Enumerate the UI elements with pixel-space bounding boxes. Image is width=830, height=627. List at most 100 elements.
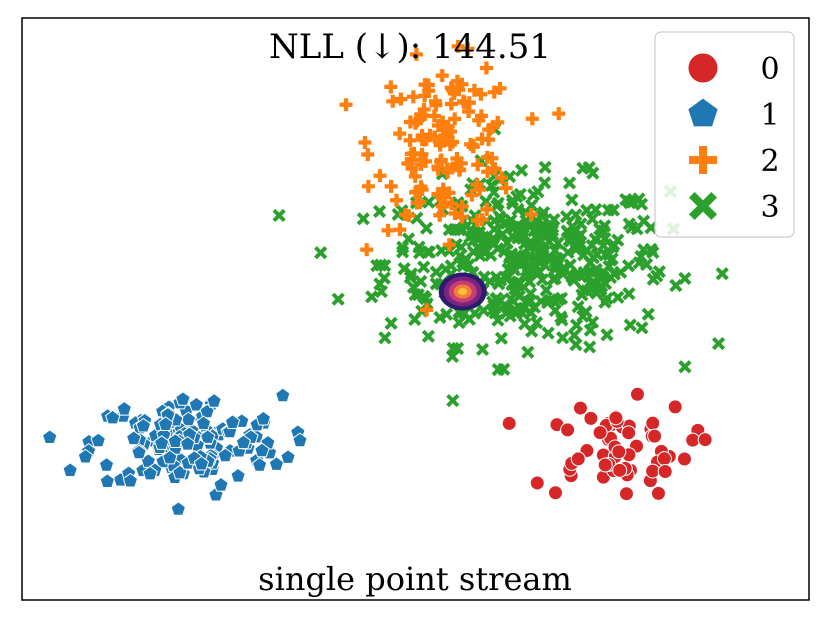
data-point-class-3 xyxy=(512,277,527,291)
data-point-class-2 xyxy=(360,243,374,257)
data-point-class-2 xyxy=(443,138,457,152)
data-point-class-3 xyxy=(475,342,490,356)
data-point-class-3 xyxy=(524,306,538,320)
data-point-class-2 xyxy=(455,77,469,91)
data-point-class-3 xyxy=(641,307,655,321)
data-point-class-2 xyxy=(408,169,422,183)
data-point-class-3 xyxy=(623,318,637,332)
data-point-class-3 xyxy=(542,251,556,265)
data-point-class-1 xyxy=(230,467,246,483)
data-point-class-0 xyxy=(592,425,608,441)
data-point-class-3 xyxy=(524,286,538,301)
data-point-class-3 xyxy=(449,237,463,252)
data-point-class-3 xyxy=(463,230,477,244)
data-point-class-2 xyxy=(421,78,435,92)
data-point-class-0 xyxy=(570,451,586,467)
data-point-class-3 xyxy=(472,225,487,240)
data-point-class-3 xyxy=(571,300,585,314)
data-point-class-1 xyxy=(275,387,291,403)
data-point-class-3 xyxy=(547,212,561,227)
data-point-class-0 xyxy=(656,451,672,467)
data-point-class-3 xyxy=(569,338,583,352)
data-point-class-3 xyxy=(522,249,536,264)
data-point-class-3 xyxy=(272,208,286,223)
data-point-class-3 xyxy=(678,271,692,285)
data-point-class-2 xyxy=(525,112,539,126)
legend-label-2: 2 xyxy=(760,144,779,179)
data-point-class-3 xyxy=(508,250,523,264)
data-point-class-3 xyxy=(569,318,584,332)
data-point-class-3 xyxy=(496,227,510,241)
data-point-class-3 xyxy=(404,267,418,281)
data-point-class-1 xyxy=(90,432,106,448)
data-point-class-3 xyxy=(466,245,480,259)
legend-label-0: 0 xyxy=(760,52,779,87)
data-point-class-3 xyxy=(565,193,579,207)
data-point-class-3 xyxy=(630,222,644,236)
data-point-class-3 xyxy=(570,230,584,244)
data-point-class-1 xyxy=(142,465,158,481)
data-point-class-3 xyxy=(517,237,532,251)
data-point-class-2 xyxy=(471,158,485,172)
data-point-class-2 xyxy=(524,208,538,222)
data-point-class-3 xyxy=(556,331,570,345)
data-point-class-2 xyxy=(361,179,375,193)
data-point-class-2 xyxy=(381,223,395,237)
data-point-class-2 xyxy=(495,171,509,185)
data-point-class-0 xyxy=(697,432,713,448)
data-point-class-3 xyxy=(384,316,398,330)
data-point-class-3 xyxy=(562,176,577,190)
data-point-class-0 xyxy=(583,410,599,426)
data-point-class-0 xyxy=(645,463,661,479)
data-point-class-3 xyxy=(505,197,520,211)
data-point-class-3 xyxy=(500,236,514,250)
data-point-class-3 xyxy=(715,267,729,281)
data-point-class-3 xyxy=(561,245,575,260)
data-point-class-3 xyxy=(600,328,614,342)
data-point-class-0 xyxy=(676,451,692,467)
data-point-class-3 xyxy=(377,271,391,285)
data-point-class-3 xyxy=(419,221,434,235)
data-point-class-3 xyxy=(490,291,504,305)
data-point-class-0 xyxy=(611,444,627,460)
data-point-class-2 xyxy=(473,183,487,197)
data-point-class-3 xyxy=(554,291,569,305)
data-point-class-1 xyxy=(251,456,268,472)
data-point-class-3 xyxy=(372,204,387,219)
data-point-class-1 xyxy=(224,414,241,429)
data-point-class-3 xyxy=(594,282,608,297)
data-point-class-3 xyxy=(484,178,499,193)
data-point-class-2 xyxy=(443,124,457,138)
data-point-class-1 xyxy=(99,473,116,488)
data-point-class-3 xyxy=(417,260,431,274)
data-point-class-3 xyxy=(634,249,648,264)
data-point-class-2 xyxy=(445,197,459,211)
data-point-class-3 xyxy=(494,331,508,345)
data-point-class-2 xyxy=(434,153,448,167)
data-point-class-3 xyxy=(535,209,549,223)
data-point-class-2 xyxy=(373,169,387,183)
legend-box xyxy=(654,31,795,238)
data-point-class-1 xyxy=(235,434,252,450)
data-point-class-2 xyxy=(409,47,423,61)
data-point-class-3 xyxy=(433,310,447,325)
legend: 0 1 2 3 xyxy=(654,31,795,238)
data-point-class-2 xyxy=(436,182,450,196)
data-point-class-0 xyxy=(667,399,683,415)
data-point-class-3 xyxy=(522,274,536,289)
data-point-class-2 xyxy=(457,96,471,110)
data-point-class-2 xyxy=(467,83,481,97)
data-point-class-3 xyxy=(491,196,505,210)
data-point-class-2 xyxy=(384,80,398,94)
data-point-class-1 xyxy=(199,429,216,444)
data-point-class-3 xyxy=(434,243,449,258)
chart-title: NLL (↓): 144.51 xyxy=(269,27,551,67)
data-point-class-2 xyxy=(410,114,424,128)
data-point-class-3 xyxy=(538,176,552,190)
data-point-class-0 xyxy=(572,400,588,416)
data-point-class-2 xyxy=(448,112,462,126)
data-point-class-1 xyxy=(193,455,210,471)
data-point-class-3 xyxy=(529,316,544,330)
